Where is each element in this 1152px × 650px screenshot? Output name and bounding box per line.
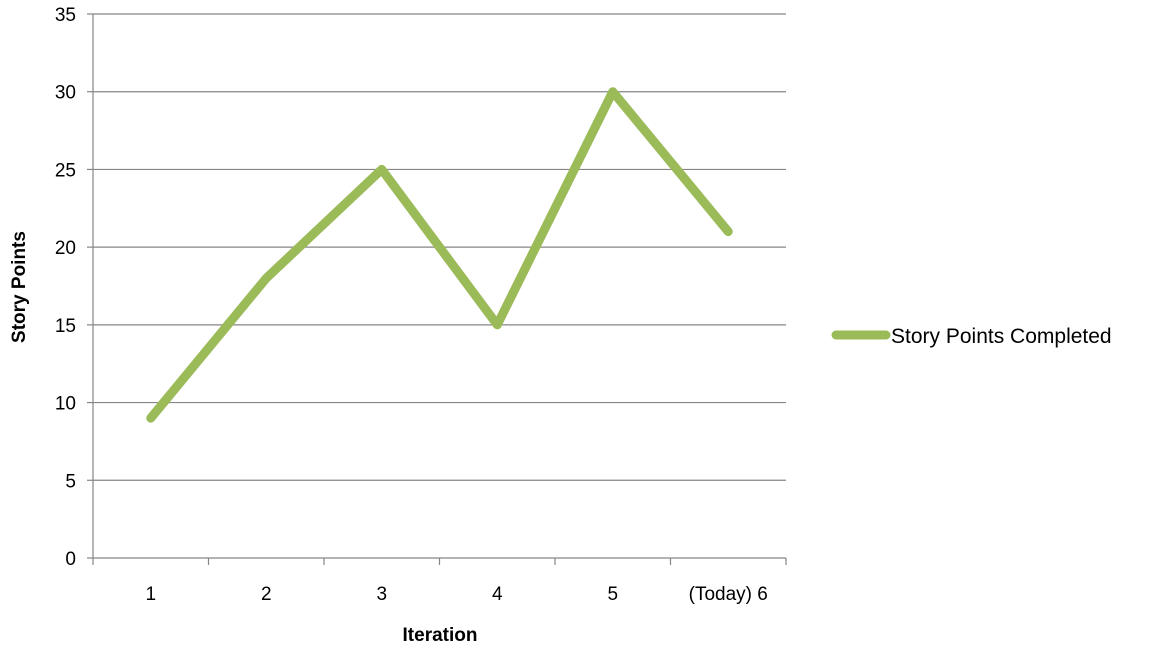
legend: Story Points Completed [831, 325, 1112, 348]
y-tick-label-10: 10 [55, 394, 76, 415]
y-tick-label-15: 15 [55, 316, 76, 337]
x-tick-label-6: (Today) 6 [689, 584, 768, 605]
axes [87, 13, 787, 565]
x-axis-title: Iteration [403, 625, 478, 646]
y-tick-label-35: 35 [55, 5, 76, 26]
x-tick-label-4: 4 [492, 584, 503, 605]
x-tick-label-5: 5 [607, 584, 618, 605]
x-tick-label-3: 3 [376, 584, 387, 605]
series-line-0 [146, 87, 733, 423]
y-tick-label-30: 30 [55, 83, 76, 104]
y-tick-label-25: 25 [55, 160, 76, 181]
y-tick-label-0: 0 [65, 549, 76, 570]
y-tick-labels: 0 5 10 15 20 25 30 35 [55, 5, 76, 570]
x-tick-label-2: 2 [261, 584, 272, 605]
y-axis-title: Story Points [9, 231, 30, 343]
y-tick-label-5: 5 [65, 471, 76, 492]
gridlines [93, 13, 786, 481]
x-tick-labels: 1 2 3 4 5 (Today) 6 [145, 584, 767, 605]
x-tick-label-1: 1 [145, 584, 156, 605]
legend-label-story-points-completed: Story Points Completed [891, 325, 1112, 348]
series-lines [146, 87, 733, 423]
y-tick-label-20: 20 [55, 238, 76, 259]
